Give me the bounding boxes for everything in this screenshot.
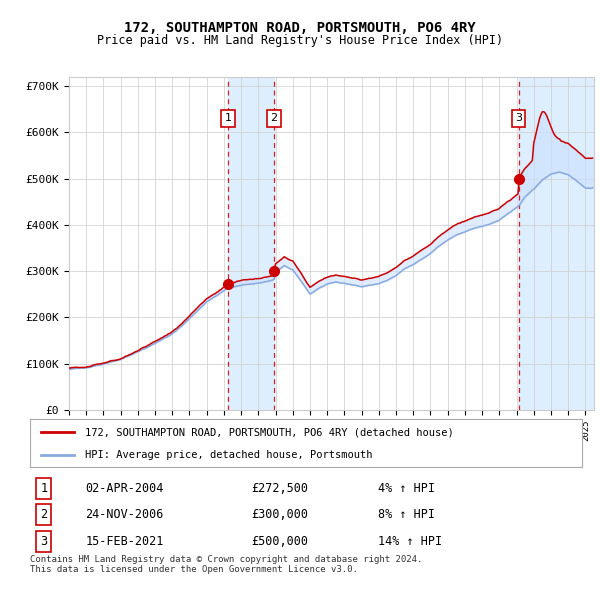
Text: Price paid vs. HM Land Registry's House Price Index (HPI): Price paid vs. HM Land Registry's House … (97, 34, 503, 47)
Text: 3: 3 (515, 113, 522, 123)
Text: £500,000: £500,000 (251, 535, 308, 548)
Text: 02-APR-2004: 02-APR-2004 (85, 482, 164, 495)
Bar (228, 77, 274, 410)
Text: 15-FEB-2021: 15-FEB-2021 (85, 535, 164, 548)
Text: £300,000: £300,000 (251, 508, 308, 521)
Text: Contains HM Land Registry data © Crown copyright and database right 2024.: Contains HM Land Registry data © Crown c… (30, 555, 422, 563)
Text: 2: 2 (270, 113, 277, 123)
Text: HPI: Average price, detached house, Portsmouth: HPI: Average price, detached house, Port… (85, 450, 373, 460)
Text: 172, SOUTHAMPTON ROAD, PORTSMOUTH, PO6 4RY: 172, SOUTHAMPTON ROAD, PORTSMOUTH, PO6 4… (124, 21, 476, 35)
Text: 24-NOV-2006: 24-NOV-2006 (85, 508, 164, 521)
Text: 1: 1 (225, 113, 232, 123)
Text: £272,500: £272,500 (251, 482, 308, 495)
Text: This data is licensed under the Open Government Licence v3.0.: This data is licensed under the Open Gov… (30, 565, 358, 574)
Text: 172, SOUTHAMPTON ROAD, PORTSMOUTH, PO6 4RY (detached house): 172, SOUTHAMPTON ROAD, PORTSMOUTH, PO6 4… (85, 427, 454, 437)
Bar (518, 77, 594, 410)
Text: 8% ↑ HPI: 8% ↑ HPI (378, 508, 435, 521)
Text: 4% ↑ HPI: 4% ↑ HPI (378, 482, 435, 495)
Text: 14% ↑ HPI: 14% ↑ HPI (378, 535, 442, 548)
Text: 3: 3 (40, 535, 47, 548)
Text: 1: 1 (40, 482, 47, 495)
Text: 2: 2 (40, 508, 47, 521)
